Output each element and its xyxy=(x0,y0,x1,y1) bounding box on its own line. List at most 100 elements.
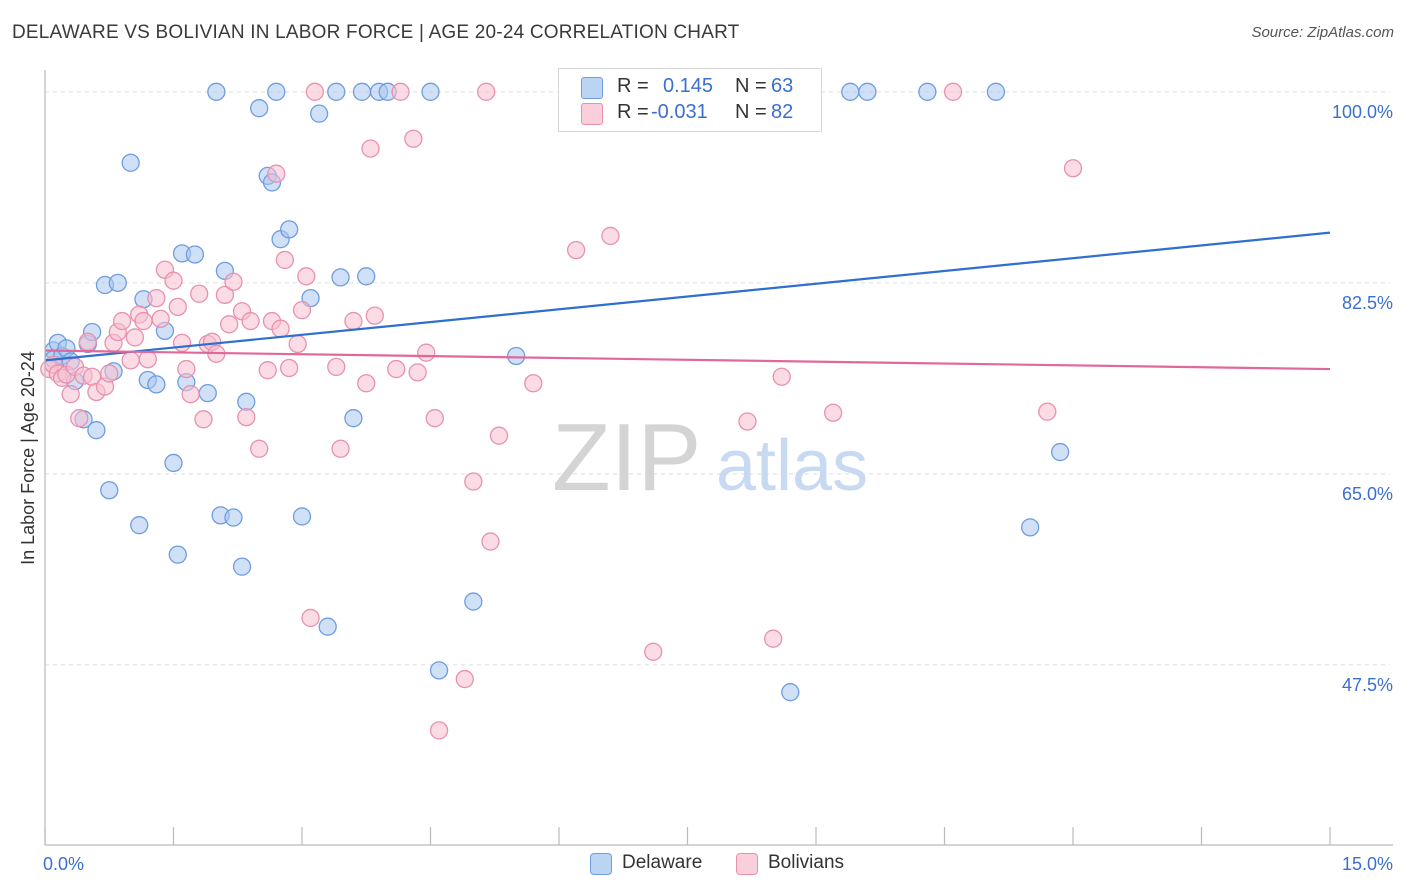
x-tick-label: 15.0% xyxy=(1342,854,1393,874)
bolivians-point xyxy=(112,311,132,331)
bolivians-legend-label: Bolivians xyxy=(768,852,845,873)
delaware-point xyxy=(1051,442,1070,462)
delaware-point xyxy=(781,683,800,702)
legend-n-label: N = xyxy=(735,101,767,123)
source-credit: Source: ZipAtlas.com xyxy=(1251,24,1394,41)
delaware-point xyxy=(267,82,286,101)
delaware-trend-line xyxy=(44,231,1331,362)
bolivians-point xyxy=(305,82,325,101)
delaware-point xyxy=(918,82,937,101)
delaware-point xyxy=(421,82,440,101)
bolivians-point xyxy=(288,334,307,354)
bolivians-point xyxy=(408,363,427,382)
bolivians-point xyxy=(361,139,380,158)
legend-n-value: 63 xyxy=(771,75,794,97)
bolivians-point xyxy=(417,343,436,362)
bolivians-point xyxy=(301,608,320,628)
delaware-point xyxy=(318,617,337,636)
axis-layer: 47.5% 65.0% 82.5% 100.0% 0.0% 15.0% In Labor F… xyxy=(18,70,1393,874)
legend-r-value: -0.031 xyxy=(651,101,708,123)
bolivians-point xyxy=(70,409,89,428)
delaware-point xyxy=(352,82,372,101)
bolivians-point xyxy=(566,240,586,260)
delaware-point xyxy=(185,245,205,264)
delaware-point xyxy=(292,507,312,526)
delaware-point xyxy=(344,409,363,428)
delaware-point xyxy=(147,375,166,394)
bolivians-point xyxy=(258,361,277,380)
delaware-point xyxy=(121,153,140,172)
bolivians-point xyxy=(181,385,200,404)
bolivians-point xyxy=(224,272,243,291)
watermark-atlas: atlas xyxy=(716,426,868,506)
delaware-point xyxy=(232,557,252,576)
delaware-point xyxy=(327,82,346,101)
bolivians-point xyxy=(365,306,384,325)
watermark: ZIP atlas xyxy=(552,404,868,511)
bolivians-point xyxy=(464,472,483,491)
bolivians-point xyxy=(455,669,474,689)
delaware-point xyxy=(986,82,1006,101)
y-tick-label: 47.5% xyxy=(1342,675,1393,695)
bolivians-point xyxy=(190,284,209,303)
bolivians-point xyxy=(425,409,444,428)
bolivians-point xyxy=(331,439,350,458)
delaware-point xyxy=(279,220,299,239)
bolivians-point xyxy=(601,226,620,246)
bolivians-point xyxy=(279,358,299,378)
bolivians-point xyxy=(297,267,316,286)
bolivians-point xyxy=(271,319,290,338)
delaware-point xyxy=(331,268,350,287)
delaware-point xyxy=(1021,518,1040,537)
bolivians-point xyxy=(275,250,295,270)
legend-r-label: R = xyxy=(617,75,649,97)
bolivians-point xyxy=(1038,402,1057,421)
bolivians-point xyxy=(823,403,843,422)
bolivians-point xyxy=(387,359,406,379)
bolivians-point xyxy=(429,721,449,740)
stats-legend: R = 0.145 N = 63 R = -0.031 N = 82 xyxy=(558,68,822,132)
bolivians-point xyxy=(172,333,192,353)
delaware-point xyxy=(841,82,860,101)
bolivians-point xyxy=(151,309,170,329)
bolivians-point xyxy=(489,426,509,445)
bolivians-point xyxy=(1063,159,1083,178)
bolivians-point xyxy=(61,385,80,404)
y-tick-label: 82.5% xyxy=(1342,293,1393,313)
bolivians-point xyxy=(391,82,410,101)
bolivians-point xyxy=(477,82,496,101)
bolivians-point xyxy=(644,642,663,661)
bolivians-point xyxy=(147,288,166,308)
x-tick-label: 0.0% xyxy=(43,854,84,874)
bolivians-point xyxy=(215,285,235,305)
bolivians-point xyxy=(267,164,286,183)
delaware-point xyxy=(250,99,269,118)
bolivians-trend-line xyxy=(44,349,1331,371)
watermark-zip: ZIP xyxy=(552,404,701,511)
delaware-point xyxy=(168,545,187,564)
bolivians-point xyxy=(344,311,363,331)
legend-r-label: R = xyxy=(617,101,649,123)
chart-title: DELAWARE VS BOLIVIAN IN LABOR FORCE | AG… xyxy=(12,22,740,43)
y-axis-title: In Labor Force | Age 20-24 xyxy=(18,351,38,565)
bolivians-point xyxy=(138,350,157,369)
delaware-point xyxy=(198,383,217,403)
bolivians-point xyxy=(78,332,97,351)
grid-layer xyxy=(45,91,1390,666)
bolivians-point xyxy=(220,315,239,334)
delaware-point xyxy=(224,508,243,527)
bolivians-point xyxy=(943,82,963,101)
delaware-point xyxy=(100,481,119,500)
delaware-point xyxy=(429,661,449,680)
delaware-point xyxy=(309,104,329,123)
bolivians-swatch xyxy=(581,103,603,125)
bolivians-point xyxy=(237,407,256,427)
bolivians-point xyxy=(357,374,376,393)
bolivians-legend-swatch xyxy=(736,853,758,875)
bolivians-point xyxy=(738,412,757,431)
bolivians-point xyxy=(764,629,783,648)
delaware-point xyxy=(237,392,256,411)
bolivians-point xyxy=(177,359,196,379)
